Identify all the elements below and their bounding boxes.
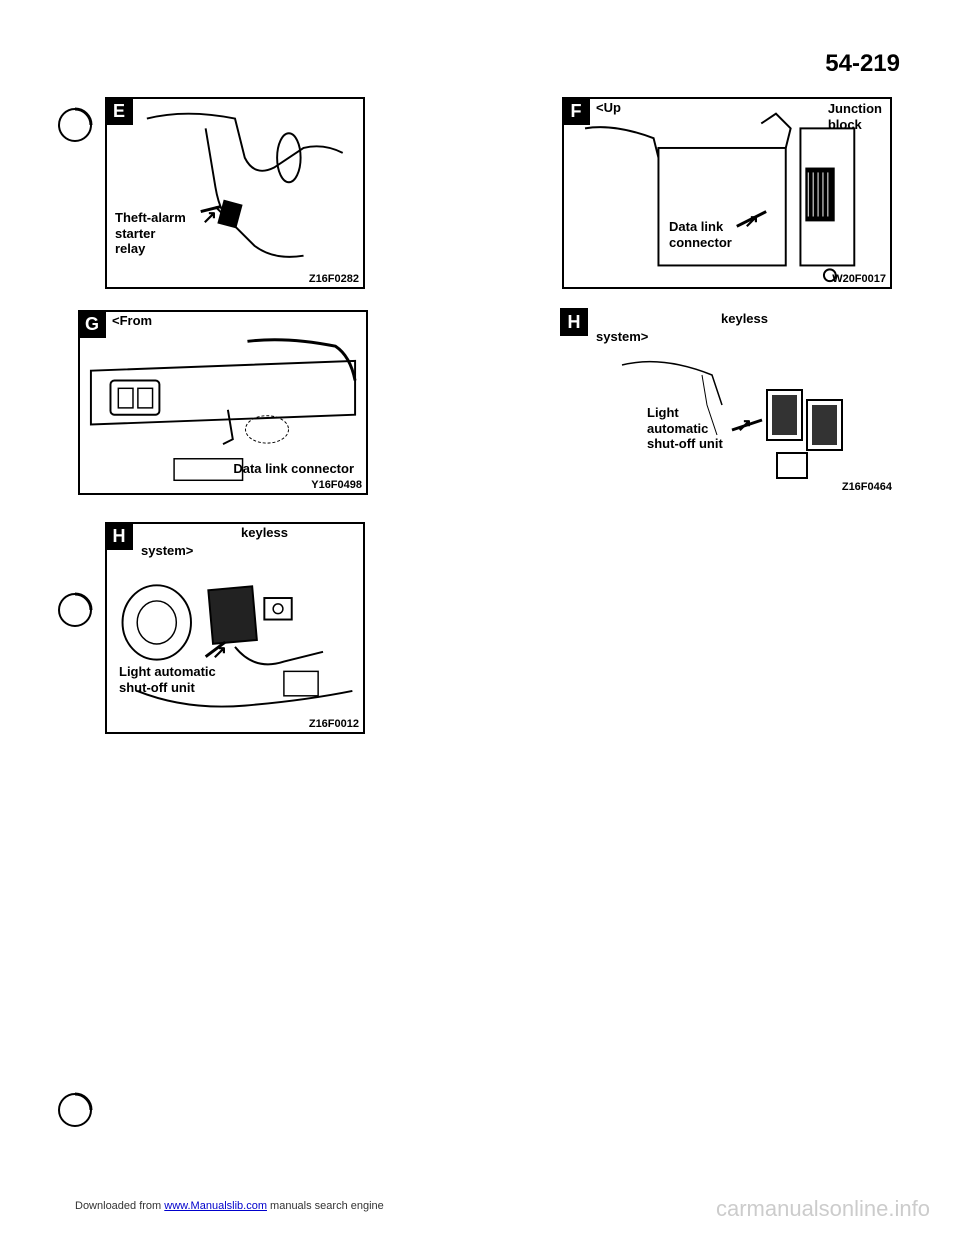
figure-h-left-callout: Light automatic shut-off unit xyxy=(119,664,216,695)
figure-g-code: Y16F0498 xyxy=(311,479,362,491)
arrow-icon: ↗ xyxy=(737,415,752,436)
figure-g-callout: Data link connector xyxy=(233,461,354,477)
download-prefix: Downloaded from xyxy=(75,1200,164,1212)
figure-e: E ↗ Theft-alarm starter relay Z16F0282 xyxy=(105,97,365,289)
arrow-icon: ↗ xyxy=(212,642,227,663)
figure-h-right-label: H xyxy=(560,308,588,336)
download-suffix: manuals search engine xyxy=(267,1200,384,1212)
download-text: Downloaded from www.Manualslib.com manua… xyxy=(75,1200,384,1212)
figure-h-left-code: Z16F0012 xyxy=(309,718,359,730)
figure-h-right-header-sub: system> xyxy=(592,328,652,345)
figure-f-callout-left: Data link connector xyxy=(669,219,732,250)
figure-h-left-label: H xyxy=(105,522,133,550)
figure-h-left-header-top: keyless xyxy=(237,524,292,541)
watermark: carmanualsonline.info xyxy=(716,1196,930,1222)
figure-f: F <Up ↗ Data link connector Junction blo… xyxy=(562,97,892,289)
figure-h-left: H keyless system> ↗ Light automatic shut… xyxy=(105,522,365,734)
ring-binding-bottom xyxy=(55,1090,95,1130)
figure-h-right-sketch xyxy=(562,345,892,495)
arrow-icon: ↗ xyxy=(744,211,759,232)
figure-g: G <From Data link connector Y16F0498 xyxy=(78,310,368,495)
figure-e-label: E xyxy=(105,97,133,125)
figure-h-right: H keyless system> ↗ Light automatic shut… xyxy=(562,310,892,495)
figure-e-code: Z16F0282 xyxy=(309,273,359,285)
figure-h-right-callout: Light automatic shut-off unit xyxy=(647,405,723,452)
figure-f-label: F xyxy=(562,97,590,125)
ring-binding-top xyxy=(55,105,95,145)
figure-e-callout: Theft-alarm starter relay xyxy=(115,210,186,257)
figure-f-callout-right: Junction block xyxy=(828,101,882,132)
ring-binding-mid xyxy=(55,590,95,630)
arrow-icon: ↗ xyxy=(202,207,217,228)
figure-h-left-sketch xyxy=(107,554,363,732)
figure-h-right-header-top: keyless xyxy=(717,310,772,327)
figure-f-code: W20F0017 xyxy=(832,273,886,285)
download-link[interactable]: www.Manualslib.com xyxy=(164,1200,267,1212)
figure-e-sketch xyxy=(107,99,363,287)
figure-g-label: G xyxy=(78,310,106,338)
page-number: 54-219 xyxy=(825,50,900,78)
figure-h-right-code: Z16F0464 xyxy=(842,481,892,493)
